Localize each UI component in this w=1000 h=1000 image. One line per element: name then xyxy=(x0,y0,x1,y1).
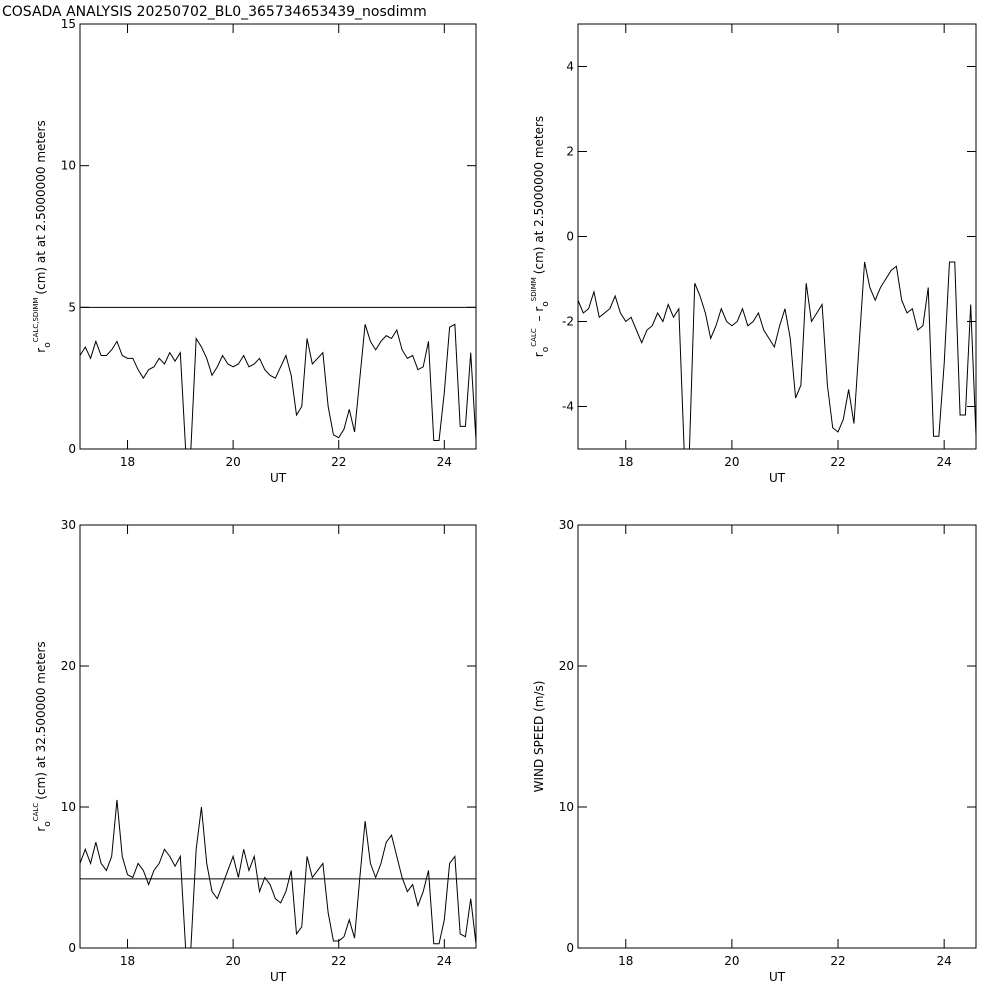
x-tick-label: 20 xyxy=(225,954,240,968)
y-axis-label-part: CALC xyxy=(32,803,40,822)
y-tick-label: 0 xyxy=(566,230,574,244)
y-axis-label-part: o xyxy=(541,301,551,307)
y-tick-label: 10 xyxy=(559,800,574,814)
y-axis-label: roCALC,SDIMM (cm) at at 2.5000000 meters xyxy=(32,120,53,352)
x-axis-label: UT xyxy=(769,471,786,485)
y-tick-label: 10 xyxy=(61,159,76,173)
plot-frame xyxy=(79,524,477,949)
y-tick-label: 15 xyxy=(61,17,76,31)
panel: 18 20 22 24 0 10 20 30 UT WIND SPEED (m/s) xyxy=(532,518,977,984)
x-tick-label: 20 xyxy=(724,455,739,469)
x-tick-label: 18 xyxy=(120,954,135,968)
x-axis-label: UT xyxy=(769,970,786,984)
data-line xyxy=(79,799,477,949)
data-line xyxy=(577,261,977,450)
x-tick-label: 20 xyxy=(724,954,739,968)
y-axis-label-part: CALC,SDIMM xyxy=(32,298,40,343)
y-axis-label-part: r xyxy=(532,352,546,357)
page-title: COSADA ANALYSIS 20250702_BL0_36573465343… xyxy=(2,4,427,20)
y-tick-label: 30 xyxy=(559,518,574,532)
plot-frame xyxy=(577,23,977,450)
x-tick-label: 20 xyxy=(225,455,240,469)
y-axis-label-part: – r xyxy=(532,307,546,326)
y-tick-label: 30 xyxy=(61,518,76,532)
y-tick-label: 10 xyxy=(61,800,76,814)
y-axis-label: WIND SPEED (m/s) xyxy=(532,681,546,793)
y-axis-label-part: (cm) at 32.500000 meters xyxy=(34,641,48,799)
panel: 18 20 22 24 0 10 20 30 UT roCALC (cm) at 32.500000… xyxy=(32,518,477,984)
y-tick-label: 0 xyxy=(566,941,574,955)
x-tick-label: 18 xyxy=(618,455,633,469)
y-tick-label: 4 xyxy=(566,60,574,74)
y-tick-label: 2 xyxy=(566,145,574,159)
y-axis-label-part: (cm) at at 2.5000000 meters xyxy=(34,120,48,294)
plot-frame xyxy=(577,524,977,949)
x-tick-label: 24 xyxy=(937,455,952,469)
plot-frame xyxy=(79,23,477,450)
y-axis-label-part: o xyxy=(43,342,53,348)
y-tick-label: 0 xyxy=(68,442,76,456)
data-line xyxy=(79,323,477,450)
x-axis-label: UT xyxy=(270,471,287,485)
y-tick-label: 0 xyxy=(68,941,76,955)
x-tick-label: 18 xyxy=(120,455,135,469)
x-tick-label: 24 xyxy=(437,455,452,469)
x-tick-label: 18 xyxy=(618,954,633,968)
x-tick-label: 22 xyxy=(331,954,346,968)
x-tick-label: 22 xyxy=(830,954,845,968)
y-axis-label-part: o xyxy=(43,821,53,827)
y-axis-label-part: r xyxy=(34,827,48,832)
y-axis-label-part: CALC xyxy=(530,328,538,347)
y-axis-label: roCALC (cm) at 32.500000 meters xyxy=(32,641,53,831)
x-tick-label: 24 xyxy=(437,954,452,968)
x-tick-label: 22 xyxy=(331,455,346,469)
x-tick-label: 22 xyxy=(830,455,845,469)
x-tick-label: 24 xyxy=(937,954,952,968)
y-axis-label-part: o xyxy=(541,346,551,352)
y-tick-label: 20 xyxy=(559,659,574,673)
y-axis-label-part: r xyxy=(34,348,48,353)
y-tick-label: -4 xyxy=(562,400,574,414)
y-tick-label: 5 xyxy=(68,300,76,314)
y-axis-label-part: SDIMM xyxy=(530,277,538,301)
x-axis-label: UT xyxy=(270,970,287,984)
y-axis-label: roCALC – roSDIMM(cm) at 2.5000000 meters xyxy=(530,116,551,357)
y-axis-label-part: (cm) at 2.5000000 meters xyxy=(532,116,546,274)
y-tick-label: 20 xyxy=(61,659,76,673)
y-axis-label-part: WIND SPEED (m/s) xyxy=(532,681,546,793)
panel: 18 20 22 24 0 5 10 15 UT roCALC,SDIMM (cm) at at 2… xyxy=(32,17,477,485)
y-tick-label: -2 xyxy=(562,315,574,329)
